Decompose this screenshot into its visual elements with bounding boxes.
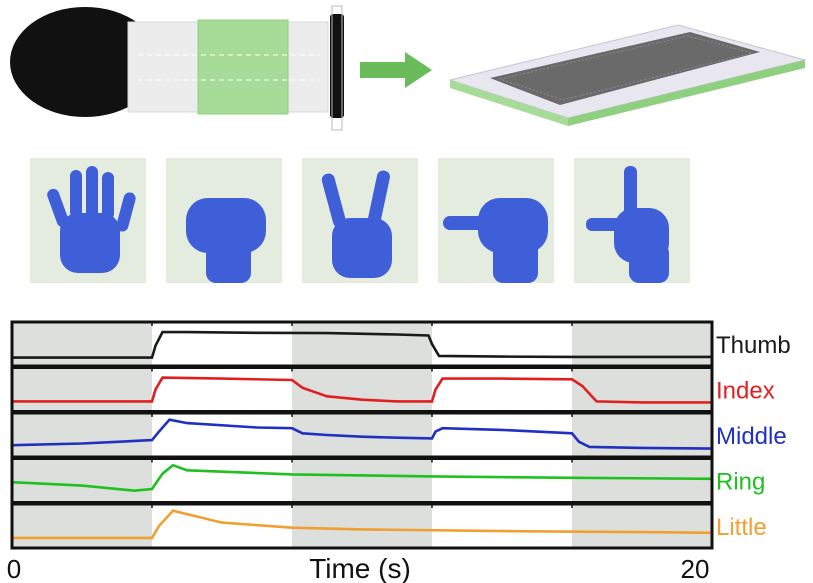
shaded-interval — [12, 504, 152, 548]
series-line-middle — [11, 418, 713, 450]
legend-label-middle: Middle — [716, 423, 787, 450]
chart-panels: Thumb Index Middle Ring Little — [10, 320, 791, 550]
black-bar — [330, 14, 344, 118]
series-line-thumb — [12, 330, 712, 359]
shaded-interval — [572, 367, 712, 412]
gesture-photo — [30, 158, 146, 283]
shaded-interval — [292, 367, 432, 412]
thumb-out-fist-icon — [443, 198, 548, 283]
series-line-little — [12, 509, 713, 540]
legend-label-little: Little — [716, 514, 767, 541]
shaded-interval — [572, 504, 712, 548]
shaded-interval — [12, 322, 152, 366]
l-shape-hand-icon — [586, 166, 669, 283]
shaded-interval — [12, 458, 152, 503]
series-line-ring — [11, 463, 713, 493]
green-film — [197, 19, 289, 115]
shaded-interval — [292, 322, 432, 366]
finger-signal-chart: Thumb Index Middle Ring Little 0 20 Time (s) — [7, 320, 791, 583]
right-arrow-icon — [360, 52, 432, 88]
x-tick-label: 0 — [7, 554, 21, 583]
dark-disc — [10, 7, 160, 117]
shaded-interval — [12, 367, 152, 412]
victory-sign-icon — [321, 170, 392, 278]
gesture-photo — [302, 158, 418, 283]
shaded-interval — [292, 504, 432, 548]
legend-label-index: Index — [716, 378, 775, 405]
legend-label-thumb: Thumb — [716, 332, 791, 359]
shaded-interval — [572, 413, 712, 457]
x-axis-label: Time (s) — [309, 553, 411, 583]
fist-icon — [186, 198, 266, 283]
gesture-photo — [574, 158, 690, 283]
shaded-interval — [572, 322, 712, 366]
legend-label-ring: Ring — [716, 469, 765, 496]
fabrication-illustration — [10, 5, 807, 131]
series-line-index — [12, 376, 712, 404]
x-tick-label: 20 — [681, 554, 710, 583]
shaded-interval — [292, 458, 432, 503]
open-hand-icon — [47, 166, 136, 273]
panel-frame — [10, 502, 714, 550]
shaded-interval — [12, 413, 152, 457]
gesture-photo — [438, 158, 554, 283]
shaded-interval — [572, 458, 712, 503]
bar-holder — [331, 5, 343, 131]
gesture-photo — [166, 158, 282, 283]
sensor-array-device — [448, 24, 807, 126]
